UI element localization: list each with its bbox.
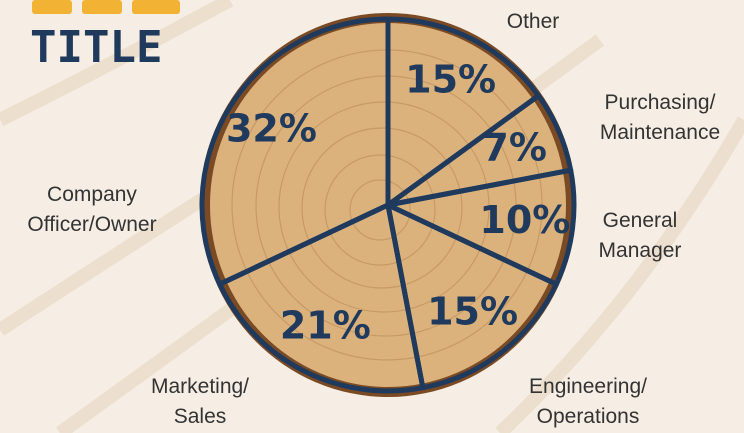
category-label: Company Officer/Owner (27, 183, 157, 236)
slice-label: 10% (479, 198, 570, 242)
category-label: Other (506, 10, 560, 33)
pie-slice (199, 16, 391, 287)
slice-label: 15% (427, 290, 518, 334)
category-label: Marketing/ Sales (150, 375, 250, 428)
slice-label: 32% (226, 107, 317, 151)
slice-label: 15% (405, 58, 496, 102)
slice-label: 21% (280, 303, 371, 347)
slice-label: 7% (482, 126, 547, 170)
pie-slice (385, 202, 559, 391)
pie-slice (217, 202, 426, 394)
category-label: Purchasing/ Maintenance (599, 91, 721, 144)
pie-slice (385, 16, 541, 208)
pie-slice (385, 167, 577, 287)
category-label: Engineering/ Operations (529, 375, 647, 428)
chart-title: TITLE (30, 22, 162, 73)
title-cropped-letters (32, 0, 180, 14)
category-label: General Manager (598, 209, 682, 262)
